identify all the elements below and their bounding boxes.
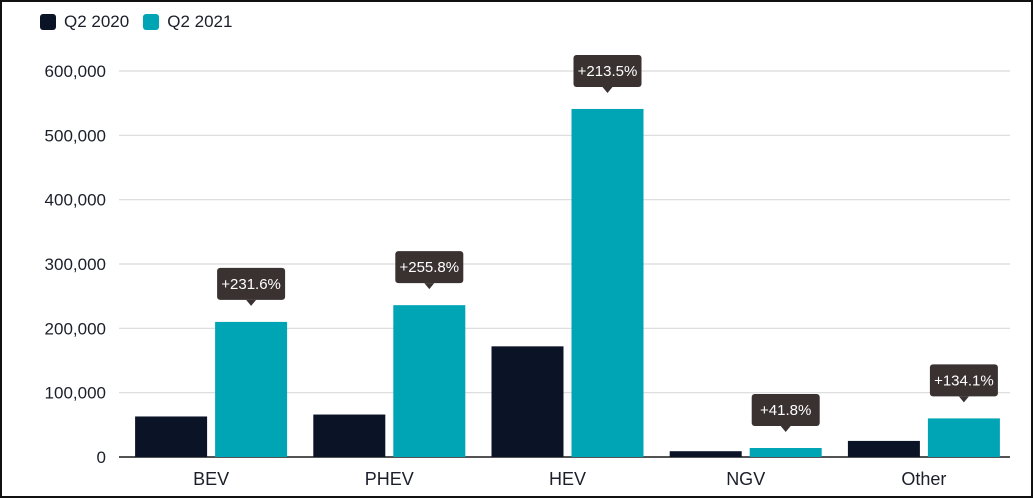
callout-pointer — [780, 425, 791, 432]
callout-label: +231.6% — [221, 276, 281, 293]
y-tick-label: 100,000 — [45, 384, 106, 403]
y-tick-label: 400,000 — [45, 191, 106, 210]
legend-swatch-q2-2020 — [40, 14, 56, 30]
bar-q2-2021 — [215, 321, 288, 457]
bar-q2-2021 — [393, 305, 466, 457]
y-tick-label: 0 — [97, 448, 106, 467]
callout-label: +255.8% — [399, 259, 459, 276]
bar-q2-2020 — [135, 416, 208, 457]
callout-pointer — [958, 396, 969, 403]
legend-label-q2-2020: Q2 2020 — [64, 12, 130, 31]
bar-q2-2020 — [669, 451, 742, 457]
x-tick-label: HEV — [549, 469, 586, 489]
legend-swatch-q2-2021 — [143, 14, 160, 30]
callout-box — [929, 364, 998, 397]
x-tick-label: PHEV — [365, 469, 414, 489]
y-tick-label: 500,000 — [45, 126, 106, 145]
bar-q2-2021 — [571, 108, 644, 457]
callout-label: +41.8% — [760, 402, 811, 419]
callout-box — [573, 54, 642, 87]
bar-q2-2021 — [749, 447, 822, 457]
legend-item-q2-2020: Q2 2020 — [40, 12, 129, 32]
callout-box — [395, 251, 464, 284]
x-tick-label: NGV — [726, 469, 765, 489]
callout-pointer — [424, 283, 435, 290]
callout-label: +134.1% — [934, 372, 994, 389]
y-tick-label: 300,000 — [45, 255, 106, 274]
x-tick-label: Other — [901, 469, 946, 489]
y-tick-label: 600,000 — [45, 62, 106, 81]
bar-q2-2020 — [847, 440, 920, 457]
bar-q2-2020 — [313, 414, 386, 457]
callout-label: +213.5% — [578, 63, 638, 80]
callout-pointer — [602, 86, 613, 93]
legend-label-q2-2021: Q2 2021 — [167, 12, 233, 31]
bar-q2-2021 — [927, 418, 1000, 457]
legend-item-q2-2021: Q2 2021 — [143, 12, 232, 32]
x-tick-label: BEV — [193, 469, 229, 489]
bar-q2-2020 — [491, 346, 564, 457]
y-tick-label: 200,000 — [45, 319, 106, 338]
callout-pointer — [246, 299, 257, 306]
callout-box — [751, 393, 820, 426]
legend: Q2 2020 Q2 2021 — [40, 12, 232, 32]
callout-box — [217, 267, 286, 300]
